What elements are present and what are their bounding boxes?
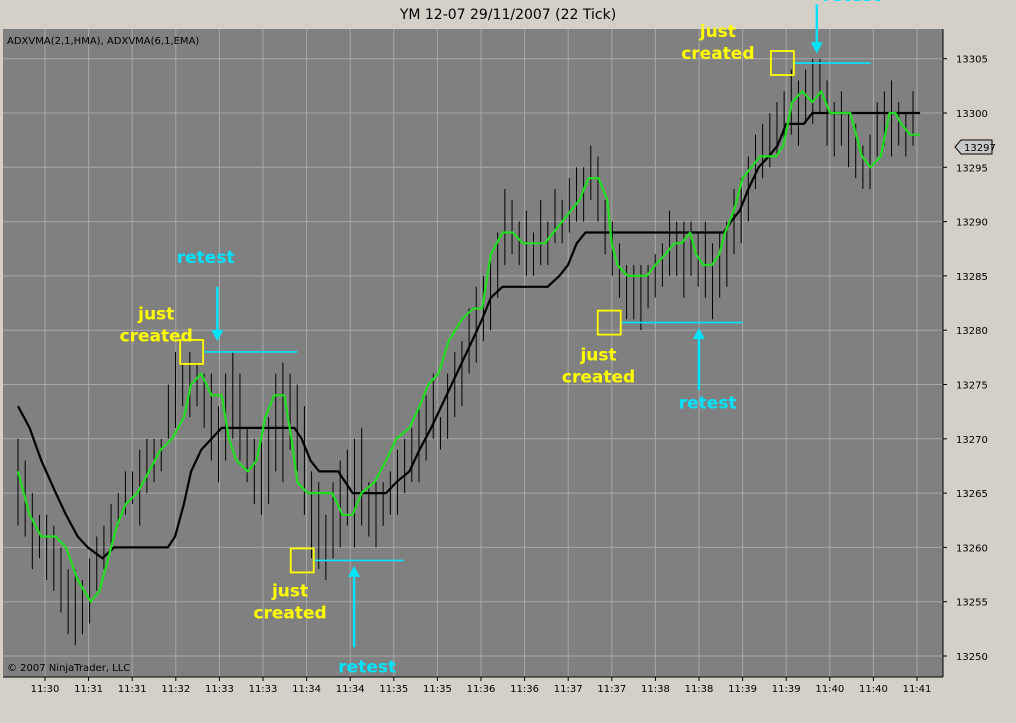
last-price-tag: 13297 [954, 139, 996, 155]
just-created-label: just [271, 581, 308, 601]
x-tick-label: 11:31 [118, 684, 147, 695]
just-created-label: created [681, 44, 754, 64]
just-created-label: just [579, 346, 616, 366]
series-line-hma [16, 90, 921, 603]
chart-title: YM 12-07 29/11/2007 (22 Tick) [399, 7, 616, 23]
x-tick-label: 11:35 [379, 684, 408, 695]
x-tick-label: 11:38 [641, 684, 670, 695]
y-tick-label: 13290 [956, 218, 988, 229]
arrow-head [692, 328, 705, 340]
indicator-lines [16, 90, 921, 603]
x-tick-label: 11:33 [205, 684, 234, 695]
y-tick-label: 13275 [956, 381, 988, 392]
indicator-label: ADXVMA(2,1,HMA), ADXVMA(6,1,EMA) [7, 36, 199, 47]
x-tick-label: 11:36 [467, 684, 496, 695]
x-tick-label: 11:39 [772, 684, 801, 695]
signal-box [179, 339, 205, 365]
y-tick-label: 13280 [956, 326, 988, 337]
x-tick-label: 11:40 [859, 684, 888, 695]
last-price-label: 13297 [964, 143, 996, 154]
signal-box [769, 50, 795, 76]
arrow-head [211, 330, 224, 342]
x-tick-label: 11:38 [685, 684, 714, 695]
just-created-label: just [137, 304, 174, 324]
just-created-label: created [562, 368, 635, 388]
just-created-label: created [253, 603, 326, 623]
y-tick-label: 13265 [956, 489, 988, 500]
retest-label: retest [338, 657, 396, 677]
signal-box [596, 309, 622, 336]
annotations: justcreatedretestjustcreatedretestjustcr… [120, 0, 881, 677]
x-tick-label: 11:34 [292, 684, 321, 695]
arrow-head [348, 565, 361, 577]
series-line-ema [17, 111, 921, 560]
retest-label: retest [679, 393, 737, 413]
y-tick-label: 13285 [956, 272, 988, 283]
x-tick-label: 11:36 [510, 684, 539, 695]
retest-label: retest [823, 0, 881, 6]
x-tick-label: 11:39 [728, 684, 757, 695]
signal-box [289, 547, 315, 574]
price-axis[interactable] [943, 29, 1013, 677]
time-axis[interactable] [3, 677, 943, 699]
x-axis-labels: 11:30 11:31 11:31 11:32 11:33 11:33 11:34 11:34… [31, 677, 932, 695]
y-axis-labels: 13250 13255 13260 13265 13270 13275 13280 13285… [943, 55, 988, 663]
retest-label: retest [177, 248, 235, 268]
copyright-text: © 2007 NinjaTrader, LLC [7, 663, 130, 674]
y-tick-label: 13260 [956, 543, 988, 554]
x-tick-label: 11:35 [423, 684, 452, 695]
y-tick-label: 13255 [956, 598, 988, 609]
just-created-label: just [699, 22, 736, 42]
x-tick-label: 11:40 [815, 684, 844, 695]
y-tick-label: 13270 [956, 435, 988, 446]
x-tick-label: 11:37 [554, 684, 583, 695]
x-tick-label: 11:34 [336, 684, 365, 695]
x-tick-label: 11:37 [597, 684, 626, 695]
just-created-label: created [120, 326, 193, 346]
y-tick-label: 13300 [956, 109, 988, 120]
plot-area [3, 29, 943, 677]
x-tick-label: 11:31 [74, 684, 103, 695]
x-tick-label: 11:32 [161, 684, 190, 695]
x-tick-label: 11:41 [903, 684, 932, 695]
y-tick-label: 13250 [956, 652, 988, 663]
x-tick-label: 11:33 [249, 684, 278, 695]
arrow-head [810, 42, 823, 54]
y-tick-label: 13305 [956, 55, 988, 66]
y-tick-label: 13295 [956, 163, 988, 174]
x-tick-label: 11:30 [31, 684, 60, 695]
